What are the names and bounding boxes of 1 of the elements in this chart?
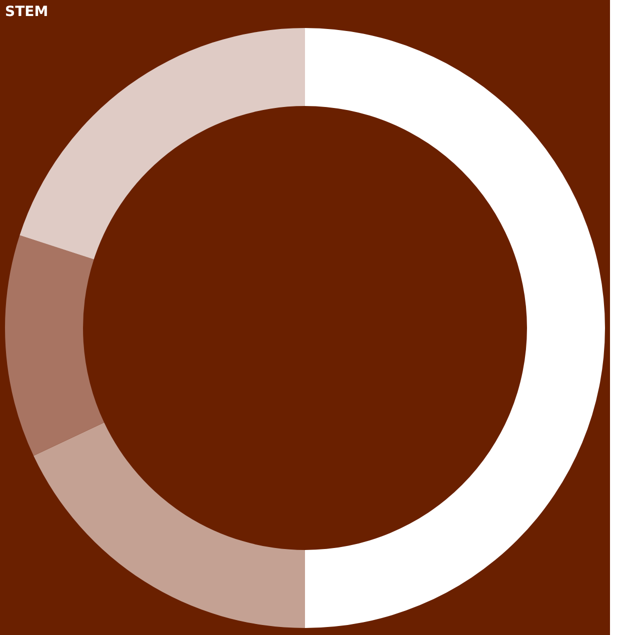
chart-title: STEM <box>5 4 48 20</box>
